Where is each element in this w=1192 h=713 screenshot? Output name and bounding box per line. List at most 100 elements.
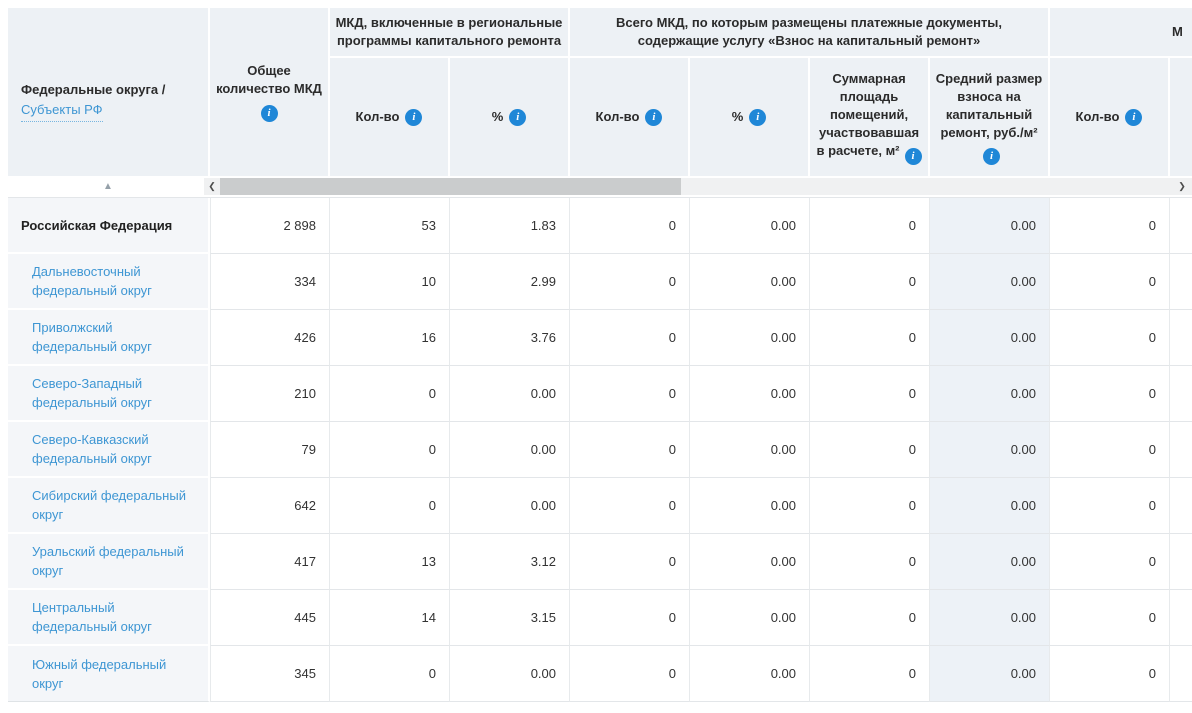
info-icon[interactable]: i [645, 108, 663, 126]
value-cell-clipped [1170, 590, 1192, 646]
scroll-left-button[interactable]: ❮ [208, 181, 216, 191]
value-cell: 0.00 [690, 254, 810, 310]
info-icon[interactable]: i [405, 108, 423, 126]
region-link[interactable]: Уральский федеральный округ [32, 544, 184, 578]
value-cell: 79 [210, 422, 330, 478]
value-cell: 0 [570, 422, 690, 478]
value-cell: 0.00 [690, 534, 810, 590]
report-table: Федеральные округа / Субъекты РФ Общее к… [8, 8, 1192, 704]
value-cell: 0.00 [450, 646, 570, 702]
value-cell: 3.12 [450, 534, 570, 590]
info-icon[interactable]: i [749, 108, 767, 126]
group-label: Всего МКД, по которым размещены платежны… [615, 15, 1003, 48]
region-link[interactable]: Южный федеральный округ [32, 656, 167, 691]
value-cell: 0.00 [930, 534, 1050, 590]
value-cell: 3.76 [450, 310, 570, 366]
value-cell: 3.15 [450, 590, 570, 646]
value-cell: 0 [330, 646, 450, 702]
total-mkd-label: Общее количество МКД [216, 63, 322, 96]
region-link[interactable]: Северо-Западный федеральный округ [32, 376, 152, 410]
region-link[interactable]: Северо-Кавказский федеральный округ [32, 432, 152, 466]
value-cell: 210 [210, 366, 330, 422]
column-header-regions: Федеральные округа / Субъекты РФ [8, 8, 210, 176]
table-row: Южный федеральный округ 345 0 0.00 0 0.00 0 0.0… [8, 646, 1192, 702]
value-cell-clipped [1170, 646, 1192, 702]
column-header-percent-2: % i [690, 58, 810, 176]
scrollbar-thumb[interactable] [220, 178, 681, 195]
table-row: Дальневосточный федеральный округ 334 10 2.… [8, 254, 1192, 310]
value-cell: 0 [1050, 366, 1170, 422]
value-cell: 2 898 [210, 198, 330, 254]
value-cell: 0.00 [450, 366, 570, 422]
header-scroll-area: Общее количество МКД i МКД, включенные в… [210, 8, 1192, 176]
value-cell: 0.00 [930, 198, 1050, 254]
value-cell: 14 [330, 590, 450, 646]
column-header-count-2: Кол-во i [570, 58, 690, 176]
value-cell: 0 [570, 646, 690, 702]
value-cell: 0 [810, 254, 930, 310]
value-cell: 0 [570, 310, 690, 366]
subjects-rf-link[interactable]: Субъекты РФ [21, 100, 103, 122]
region-cell: Южный федеральный округ [8, 646, 210, 702]
value-cell: 10 [330, 254, 450, 310]
value-cell: 0 [810, 422, 930, 478]
region-link[interactable]: Дальневосточный федеральный округ [32, 264, 152, 298]
value-cell: 0.00 [930, 366, 1050, 422]
table-row: Российская Федерация 2 898 53 1.83 0 0.00 0 0.0… [8, 198, 1192, 254]
info-icon[interactable]: i [983, 147, 1000, 165]
group-header-payment-documents: Всего МКД, по которым размещены платежны… [570, 8, 1050, 58]
scroll-right-button[interactable]: ❯ [1178, 181, 1186, 191]
group-label: М [1172, 24, 1183, 39]
column-label: % [491, 109, 504, 124]
value-cell: 0.00 [450, 422, 570, 478]
value-cell-clipped [1170, 534, 1192, 590]
value-cell: 0.00 [690, 590, 810, 646]
column-header-count-1: Кол-во i [330, 58, 450, 176]
value-cell: 0.00 [690, 198, 810, 254]
region-link[interactable]: Сибирский федеральный округ [32, 488, 186, 522]
value-cell: 417 [210, 534, 330, 590]
value-cell: 0.00 [930, 478, 1050, 534]
value-cell: 0 [810, 590, 930, 646]
value-cell: 0.00 [930, 422, 1050, 478]
info-icon[interactable]: i [1125, 108, 1143, 126]
value-cell-clipped [1170, 254, 1192, 310]
value-cell: 0.00 [930, 310, 1050, 366]
table-row: Сибирский федеральный округ 642 0 0.00 0 0.00… [8, 478, 1192, 534]
region-cell: Приволжский федеральный округ [8, 310, 210, 366]
sort-asc-icon[interactable]: ▲ [103, 181, 113, 192]
region-cell: Российская Федерация [8, 198, 210, 254]
value-cell: 0 [810, 310, 930, 366]
value-cell: 0 [1050, 478, 1170, 534]
column-header-clipped [1170, 58, 1192, 176]
value-cell: 0 [1050, 254, 1170, 310]
table-row: Северо-Кавказский федеральный округ 79 0 0.… [8, 422, 1192, 478]
column-label: Кол-во [1075, 109, 1120, 124]
value-cell: 0.00 [690, 310, 810, 366]
region-cell: Северо-Западный федеральный округ [8, 366, 210, 422]
regions-header-label: Федеральные округа / [21, 82, 166, 97]
info-icon[interactable]: i [904, 147, 922, 165]
info-icon[interactable]: i [509, 108, 527, 126]
column-label: Средний размер взноса на капитальный рем… [935, 70, 1043, 140]
region-link[interactable]: Центральный федеральный округ [32, 600, 152, 634]
region-cell: Сибирский федеральный округ [8, 478, 210, 534]
value-cell-clipped [1170, 366, 1192, 422]
value-cell: 445 [210, 590, 330, 646]
group-header-regional-programs: МКД, включенные в региональные программы… [330, 8, 570, 58]
h-scrollbar[interactable]: ❮ ❯ [204, 178, 1192, 195]
value-cell: 2.99 [450, 254, 570, 310]
value-cell: 0 [810, 646, 930, 702]
value-cell: 0.00 [690, 366, 810, 422]
value-cell: 0.00 [930, 646, 1050, 702]
value-cell: 0 [1050, 534, 1170, 590]
value-cell: 0 [570, 590, 690, 646]
region-link[interactable]: Приволжский федеральный округ [32, 320, 152, 354]
value-cell: 0.00 [930, 254, 1050, 310]
value-cell: 0 [1050, 422, 1170, 478]
info-icon[interactable]: i [260, 105, 278, 122]
value-cell: 53 [330, 198, 450, 254]
value-cell: 0 [570, 254, 690, 310]
region-cell: Северо-Кавказский федеральный округ [8, 422, 210, 478]
value-cell: 16 [330, 310, 450, 366]
